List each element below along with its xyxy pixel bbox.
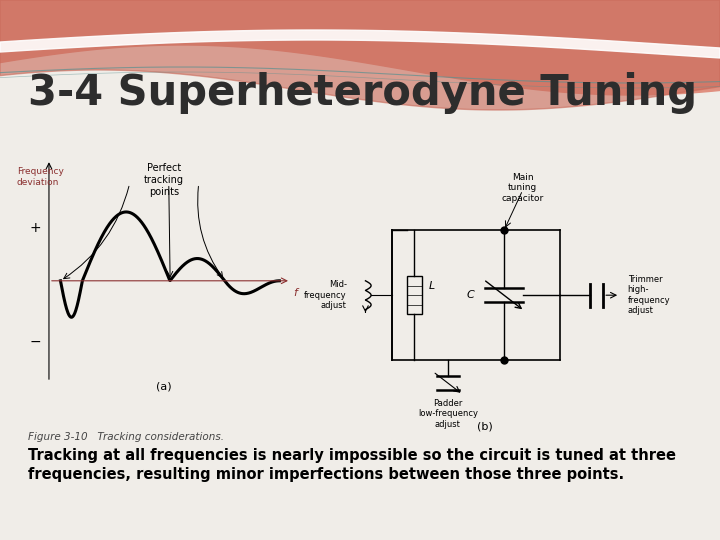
- Text: 3-4 Superheterodyne Tuning: 3-4 Superheterodyne Tuning: [28, 72, 697, 114]
- Text: (b): (b): [477, 421, 493, 431]
- Text: Figure 3-10   Tracking considerations.: Figure 3-10 Tracking considerations.: [28, 432, 224, 442]
- Text: L: L: [429, 281, 436, 291]
- Bar: [407, 276, 422, 314]
- Text: f: f: [294, 288, 297, 298]
- Text: Main
tuning
capacitor: Main tuning capacitor: [502, 173, 544, 202]
- Text: frequencies, resulting minor imperfections between those three points.: frequencies, resulting minor imperfectio…: [28, 467, 624, 482]
- Text: Frequency
deviation: Frequency deviation: [17, 167, 63, 187]
- Text: Padder
low-frequency
adjust: Padder low-frequency adjust: [418, 399, 478, 429]
- Text: Mid-
frequency
adjust: Mid- frequency adjust: [304, 280, 347, 310]
- Text: Trimmer
high-
frequency
adjust: Trimmer high- frequency adjust: [628, 275, 670, 315]
- Text: +: +: [30, 221, 41, 235]
- Text: Perfect
tracking
points: Perfect tracking points: [144, 163, 184, 197]
- Text: Tracking at all frequencies is nearly impossible so the circuit is tuned at thre: Tracking at all frequencies is nearly im…: [28, 448, 676, 463]
- Text: −: −: [30, 335, 41, 348]
- Text: (a): (a): [156, 381, 172, 391]
- Text: C: C: [467, 290, 474, 300]
